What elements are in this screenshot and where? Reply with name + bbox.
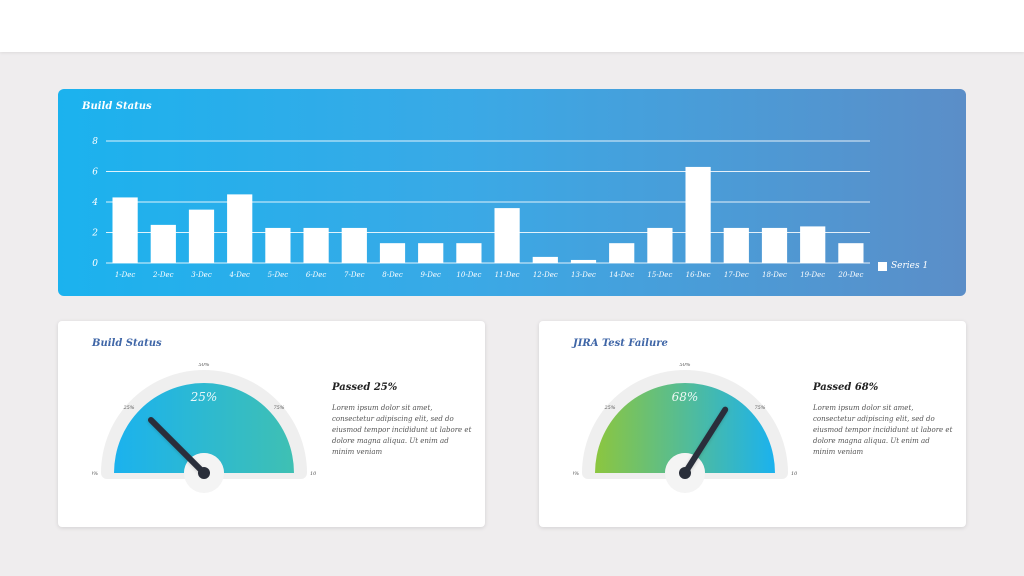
bar [494, 208, 520, 263]
bar [532, 256, 558, 263]
x-tick-label: 19-Dec [800, 271, 825, 279]
bar [188, 209, 215, 263]
gauge-tick-label: 0% [92, 471, 98, 477]
bar-chart-card: Build Status 0 2 4 6 8 1-Dec 2-Dec 3-Dec 4-Dec 5-… [58, 89, 966, 296]
x-tick-label: 13-Dec [571, 271, 596, 279]
legend-swatch [878, 261, 887, 271]
passed-heading: Passed 25% [332, 382, 398, 393]
bar [379, 243, 406, 263]
x-tick-label: 8-Dec [382, 271, 403, 279]
bar [456, 243, 482, 263]
bar [570, 259, 597, 263]
y-tick-label: 0 [92, 259, 98, 269]
top-bar [0, 0, 1024, 52]
x-tick-label: 2-Dec [152, 271, 174, 279]
x-tick-label: 20-Dec [837, 271, 863, 279]
y-tick-label: 4 [91, 198, 98, 208]
card-description: Lorem ipsum dolor sit amet, consectetur … [332, 404, 472, 456]
x-tick-label: 7-Dec [344, 271, 365, 279]
bar [341, 227, 367, 263]
gauge-needle-pivot [679, 467, 691, 479]
x-tick-label: 15-Dec [647, 271, 672, 279]
gauge-arc [114, 383, 294, 473]
x-tick-label: 14-Dec [609, 271, 634, 279]
x-tick-label: 9-Dec [420, 271, 441, 279]
build-status-gauge: 0% 25% 50% 75% 100% 25% [92, 363, 316, 493]
bar [112, 197, 138, 263]
gauge-needle-pivot [198, 467, 210, 479]
bar [647, 227, 673, 263]
gauge-needle [147, 416, 207, 476]
x-tick-label: 10-Dec [456, 271, 481, 279]
gauge-tick-label: 100% [310, 471, 316, 477]
gauge-tick-label: 25% [122, 405, 134, 411]
build-status-card: Build Status 0% 25% 50% 75% 100% 25% Passed 2… [58, 321, 485, 527]
bar [685, 166, 711, 263]
bar [303, 227, 329, 263]
chart-legend: Series 1 [878, 261, 928, 271]
x-tick-label: 18-Dec [762, 271, 787, 279]
card-description: Lorem ipsum dolor sit amet, consectetur … [813, 404, 953, 456]
x-tick-label: 6-Dec [306, 271, 327, 279]
gauge-arc [595, 383, 775, 473]
x-tick-label: 16-Dec [686, 271, 711, 279]
gauge-needle [682, 406, 729, 476]
gauge-tick-label: 50% [198, 363, 209, 368]
passed-heading: Passed 68% [813, 382, 879, 393]
x-tick-label: 5-Dec [268, 271, 289, 279]
bar [265, 227, 291, 263]
x-tick-label: 1-Dec [115, 271, 136, 279]
chart-title: Build Status [82, 101, 152, 112]
bar [418, 243, 444, 263]
gauge-value-label: 25% [190, 390, 218, 404]
y-tick-label: 2 [91, 229, 98, 239]
bar [800, 226, 826, 263]
gauge-value-label: 68% [672, 390, 699, 404]
jira-test-failure-gauge: 0% 25% 50% 75% 100% 68% [573, 363, 797, 493]
x-tick-label: 4-Dec [228, 271, 250, 279]
gauge-tick-label: 100% [791, 471, 797, 477]
bar-chart: 0 2 4 6 8 1-Dec 2-Dec 3-Dec 4-Dec 5-Dec 6-Dec 7-Dec… [91, 137, 870, 279]
x-tick-label: 3-Dec [191, 271, 212, 279]
bar [609, 243, 635, 263]
gauge-tick-label: 50% [679, 363, 690, 368]
bar [723, 227, 749, 263]
jira-test-failure-card: JIRA Test Failure 0% 25% 50% 75% 100% 68% Pas… [539, 321, 966, 527]
legend-label: Series 1 [891, 261, 929, 271]
x-tick-label: 11-Dec [495, 271, 520, 279]
gauge-tick-label: 25% [603, 405, 615, 411]
gauge-tick-label: 75% [273, 405, 284, 411]
y-tick-label: 8 [92, 137, 98, 147]
bar [838, 243, 864, 263]
bar [761, 227, 788, 263]
gauge-tick-label: 0% [573, 471, 579, 477]
bar [227, 194, 253, 263]
card-title: Build Status [92, 338, 162, 349]
card-title: JIRA Test Failure [573, 338, 668, 349]
y-tick-label: 6 [92, 168, 98, 178]
x-tick-label: 17-Dec [724, 271, 749, 279]
x-tick-label: 12-Dec [533, 271, 558, 279]
gauge-tick-label: 75% [754, 405, 765, 411]
bar [150, 224, 176, 263]
